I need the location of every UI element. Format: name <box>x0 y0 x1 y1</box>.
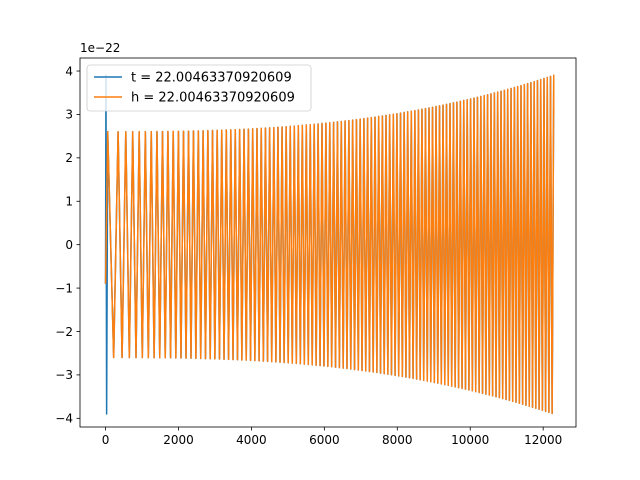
series-layer <box>104 74 555 415</box>
y-tick-label: −4 <box>55 412 73 426</box>
x-tick-label: 8000 <box>382 433 413 447</box>
legend: t = 22.00463370920609 h = 22.00463370920… <box>86 64 312 112</box>
y-tick-label: 0 <box>65 238 73 252</box>
legend-box <box>86 64 312 112</box>
x-axis: 0 2000 4000 6000 8000 10000 12000 <box>102 427 562 447</box>
y-axis: −4 −3 −2 −1 0 1 2 3 4 <box>55 64 80 426</box>
x-tick-label: 10000 <box>451 433 489 447</box>
plot-frame <box>79 57 577 428</box>
y-tick-label: 4 <box>65 64 73 78</box>
x-tick-label: 6000 <box>309 433 340 447</box>
y-tick-label: −3 <box>55 368 73 382</box>
x-tick-label: 4000 <box>236 433 267 447</box>
legend-label-t: t = 22.00463370920609 <box>131 71 292 86</box>
x-tick-label: 12000 <box>524 433 562 447</box>
y-tick-label: 1 <box>65 195 73 209</box>
series-line-h <box>104 74 555 415</box>
y-tick-label: 3 <box>65 108 73 122</box>
y-tick-label: −1 <box>55 281 73 295</box>
y-tick-label: 2 <box>65 151 73 165</box>
x-tick-label: 0 <box>102 433 110 447</box>
x-tick-label: 2000 <box>163 433 194 447</box>
legend-label-h: h = 22.00463370920609 <box>131 91 295 106</box>
y-offset-text: 1e−22 <box>80 41 120 55</box>
y-tick-label: −2 <box>55 325 73 339</box>
